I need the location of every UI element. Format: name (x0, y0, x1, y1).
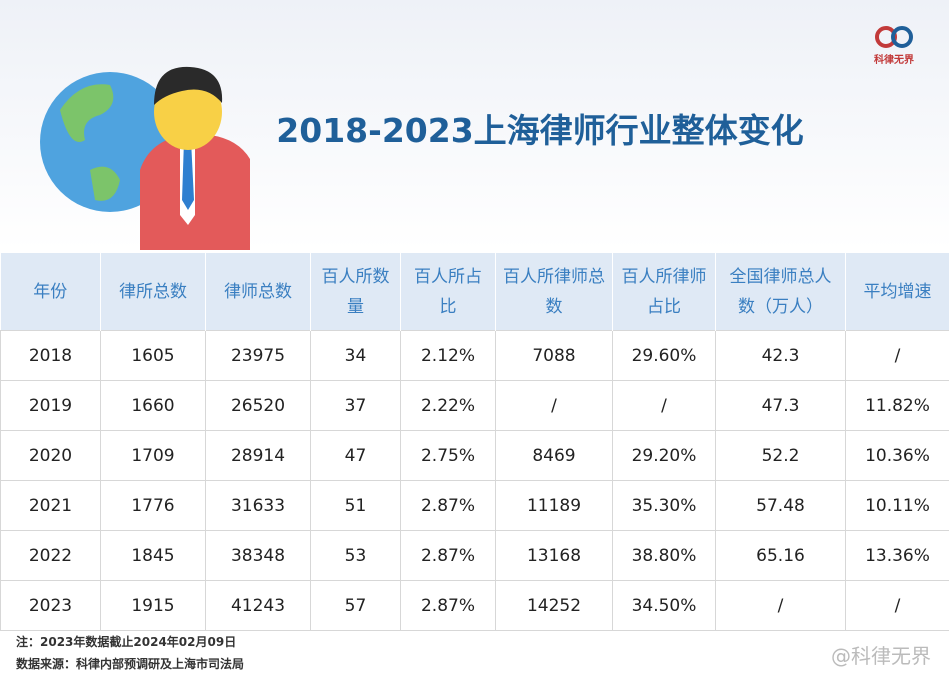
table-cell: 2.22% (400, 380, 496, 431)
table-cell: / (495, 380, 613, 431)
table-cell: 57 (310, 580, 401, 631)
column-header: 平均增速 (845, 253, 949, 331)
watermark: @科律无界 (831, 644, 931, 668)
table-cell: 57.48 (715, 480, 846, 531)
table-cell: 1605 (100, 330, 206, 381)
table-cell: 10.11% (845, 480, 949, 531)
table-cell: 14252 (495, 580, 613, 631)
table-cell: 2.75% (400, 430, 496, 481)
table-cell: 2.87% (400, 480, 496, 531)
table-body: 2018 1605 23975 34 2.12% 7088 29.60% 42.3/2019 1… (0, 330, 949, 631)
table-cell: 26520 (205, 380, 311, 431)
table-row: 2021 1776 31633 51 2.87% 11189 35.30% 57.48 10.1… (0, 480, 949, 531)
table-cell: 11.82% (845, 380, 949, 431)
table-cell: 29.20% (612, 430, 716, 481)
table-cell: 37 (310, 380, 401, 431)
table-cell: 23975 (205, 330, 311, 381)
column-header: 律所总数 (100, 253, 206, 331)
table-cell: 53 (310, 530, 401, 581)
table-cell: 7088 (495, 330, 613, 381)
table-cell: 35.30% (612, 480, 716, 531)
table-cell: 34.50% (612, 580, 716, 631)
table-cell: 29.60% (612, 330, 716, 381)
table-row: 2018 1605 23975 34 2.12% 7088 29.60% 42.3/ (0, 330, 949, 381)
table-cell: 2.87% (400, 580, 496, 631)
table-cell: / (845, 580, 949, 631)
table-cell: 13168 (495, 530, 613, 581)
table-cell: 34 (310, 330, 401, 381)
table-cell: 51 (310, 480, 401, 531)
table-cell: 1845 (100, 530, 206, 581)
column-header: 百人所占比 (400, 253, 496, 331)
table-cell: 65.16 (715, 530, 846, 581)
table-cell: 2023 (0, 580, 101, 631)
table-row: 2020 1709 28914 47 2.75% 8469 29.20% 52.2 10.36% (0, 430, 949, 481)
table-cell: 2.87% (400, 530, 496, 581)
table-row: 2022 1845 38348 53 2.87% 13168 38.80% 65.16 13.3… (0, 530, 949, 581)
table-cell: 2022 (0, 530, 101, 581)
table-cell: 13.36% (845, 530, 949, 581)
logo-text: 科律无界 (874, 55, 914, 66)
column-header: 年份 (0, 253, 101, 331)
column-header: 百人所律师占比 (612, 253, 716, 331)
table-row: 2023 1915 41243 57 2.87% 14252 34.50% / / (0, 580, 949, 631)
column-header: 百人所数量 (310, 253, 401, 331)
table-row: 2019 1660 26520 37 2.22% //47.3 11.82% (0, 380, 949, 431)
table-cell: / (845, 330, 949, 381)
table-cell: 1776 (100, 480, 206, 531)
logo-icon (875, 26, 913, 48)
header-row: 年份 律所总数 律师总数 百人所数量 百人所占比 百人所律师总数 百人所律师占比 全国律师总人… (0, 253, 949, 331)
table-cell: 1915 (100, 580, 206, 631)
column-header: 律师总数 (205, 253, 311, 331)
table-cell: 2.12% (400, 330, 496, 381)
table-cell: 2020 (0, 430, 101, 481)
table-cell: 2018 (0, 330, 101, 381)
title: 2018-2023上海律师行业整体变化 (276, 111, 804, 150)
table-cell: 2021 (0, 480, 101, 531)
table-cell: 10.36% (845, 430, 949, 481)
table-cell: 42.3 (715, 330, 846, 381)
table-cell: 8469 (495, 430, 613, 481)
illustration (40, 66, 250, 250)
table-cell: 2019 (0, 380, 101, 431)
table-cell: / (612, 380, 716, 431)
table-cell: 38348 (205, 530, 311, 581)
data-table: 年份 律所总数 律师总数 百人所数量 百人所占比 百人所律师总数 百人所律师占比 全国律师总人… (0, 253, 949, 631)
table-cell: 11189 (495, 480, 613, 531)
column-header: 百人所律师总数 (495, 253, 613, 331)
table-cell: 1709 (100, 430, 206, 481)
table-cell: 38.80% (612, 530, 716, 581)
table-cell: 52.2 (715, 430, 846, 481)
table-cell: 1660 (100, 380, 206, 431)
note: 注：2023年数据截止2024年02月09日 (16, 635, 237, 649)
table-cell: 28914 (205, 430, 311, 481)
table-cell: 31633 (205, 480, 311, 531)
table-cell: / (715, 580, 846, 631)
table-cell: 47.3 (715, 380, 846, 431)
table-cell: 41243 (205, 580, 311, 631)
note: 数据来源：科律内部预调研及上海市司法局 (16, 657, 245, 671)
column-header: 全国律师总人数（万人） (715, 253, 846, 331)
table-cell: 47 (310, 430, 401, 481)
